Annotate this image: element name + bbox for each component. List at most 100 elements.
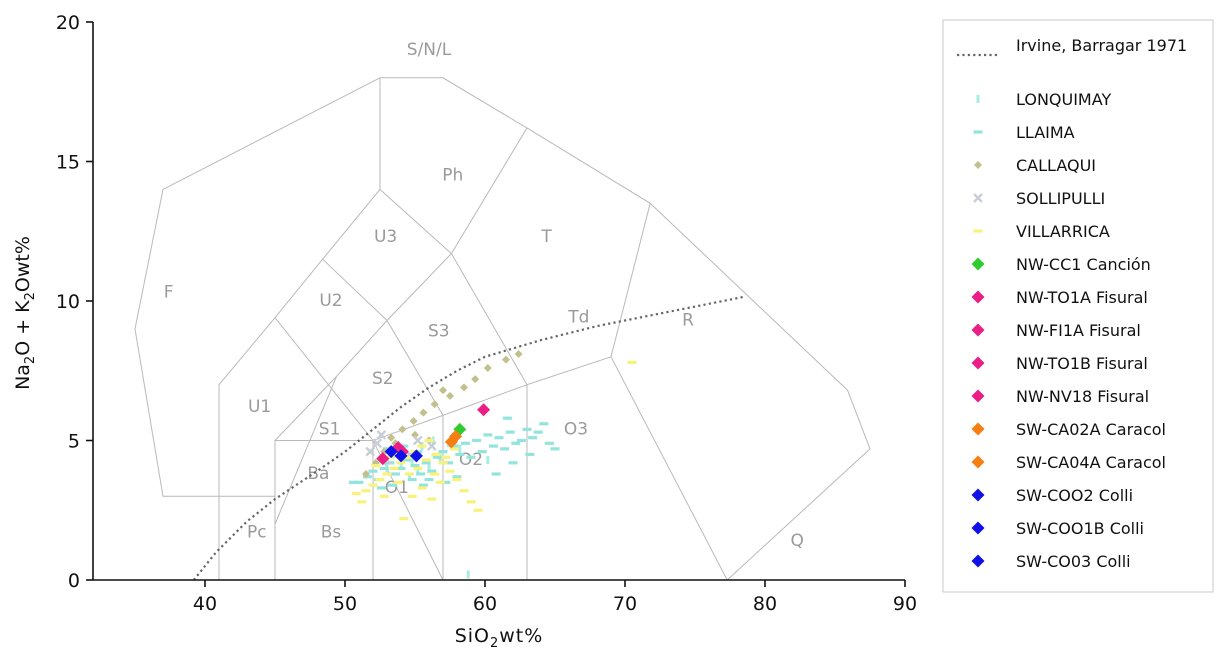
field-label-bs: Bs: [321, 523, 342, 543]
point-villarrica-18: [417, 486, 427, 490]
point-callaqui-3: [387, 433, 396, 442]
series-sw-coo2-colli: [384, 445, 398, 459]
point-llaima-13: [427, 469, 437, 473]
point-llaima-39: [491, 472, 501, 476]
point-villarrica-2: [375, 477, 385, 482]
point-llaima-49: [502, 416, 512, 420]
point-llaima-4: [379, 466, 389, 470]
field-label-s2: S2: [372, 369, 394, 389]
point-callaqui-4: [398, 425, 407, 434]
point-llaima-33: [539, 422, 549, 426]
point-llaima-11: [416, 472, 426, 476]
x-tick-label-60: 60: [473, 593, 497, 615]
point-llaima-12: [421, 461, 431, 465]
legend-label-sw-co03-colli: SW-CO03 Colli: [1016, 552, 1131, 571]
legend-swatch-sw-co03-colli: [971, 554, 985, 568]
field-labels: S/N/L Ph T U3 U2 F S3 Td R S2 U1 S1 O3 O2 Ba O1 Pc Bs Q: [164, 40, 804, 551]
point-callaqui-13: [514, 350, 523, 359]
field-label-s1: S1: [319, 419, 341, 439]
field-label-u2: U2: [319, 291, 342, 311]
point-villarrica-32: [430, 472, 440, 476]
x-tick-label-40: 40: [193, 593, 217, 615]
legend: Irvine, Barragar 1971 LONQUIMAY LLAIMA CALL…: [942, 19, 1214, 593]
point-villarrica-24: [399, 517, 409, 521]
series-sw-ca04a-caracol: [449, 429, 463, 443]
point-llaima-43: [508, 461, 518, 465]
field-boundary-7: [274, 375, 337, 441]
legend-swatch-nw-cc1-canci-n: [971, 257, 985, 271]
point-llaima-22: [477, 450, 487, 454]
field-label-o3: O3: [564, 419, 588, 439]
point-llaima-29: [516, 438, 526, 443]
field-boundary-10: [450, 253, 528, 385]
point-llaima-34: [544, 441, 554, 445]
field-label-u1: U1: [248, 397, 271, 417]
x-axis-title-part-1: 2: [490, 636, 499, 651]
point-villarrica-29: [371, 464, 381, 468]
x-tick-label-80: 80: [753, 593, 777, 615]
point-llaima-38: [348, 480, 358, 484]
point-callaqui-6: [419, 408, 428, 417]
field-boundary-1: [274, 356, 728, 581]
field-label-q: Q: [791, 531, 804, 551]
point-sollipulli-1: [372, 438, 383, 449]
point-villarrica-14: [459, 489, 469, 493]
legend-swatch-nw-nv18-fisural: [971, 389, 985, 403]
point-lonquimay-5: [416, 467, 420, 476]
data-points: [348, 350, 637, 579]
point-villarrica-9: [424, 438, 434, 443]
legend-label-nw-to1b-fisural: NW-TO1B Fisural: [1016, 354, 1148, 373]
legend-swatch-nw-to1a-fisural: [971, 290, 985, 304]
point-lonquimay-10: [458, 444, 462, 453]
point-villarrica-33: [441, 455, 451, 459]
point-llaima-41: [441, 480, 451, 484]
field-label-r: R: [682, 311, 694, 331]
point-sollipulli-5: [412, 435, 423, 446]
point-llaima-30: [522, 427, 532, 431]
point-llaima-46: [399, 444, 409, 448]
field-label-td: Td: [567, 308, 589, 328]
legend-label-sw-coo1b-colli: SW-COO1B Colli: [1016, 519, 1144, 538]
point-lonquimay-4: [427, 461, 431, 470]
point-villarrica-8: [417, 444, 427, 448]
field-label-f: F: [164, 283, 174, 303]
point-llaima-9: [407, 477, 417, 482]
point-llaima-25: [494, 436, 504, 440]
alkaline-subalkaline-line: [192, 295, 745, 581]
point-villarrica-16: [473, 508, 483, 512]
y-axis-title-part-0: Na: [12, 364, 34, 390]
y-tick-label-5: 5: [68, 431, 80, 453]
point-callaqui-14: [439, 386, 447, 395]
point-villarrica-4: [389, 466, 399, 470]
legend-swatch-llaima: [973, 130, 983, 134]
series-nw-to1a-fisural: [477, 403, 491, 417]
legend-label-sw-ca04a-caracol: SW-CA04A Caracol: [1016, 453, 1166, 472]
point-villarrica-34: [627, 360, 637, 364]
legend-label-callaqui: CALLAQUI: [1016, 156, 1096, 175]
point-callaqui-9: [460, 383, 468, 392]
legend-label-sw-coo2-colli: SW-COO2 Colli: [1016, 486, 1133, 505]
legend-label-nw-to1a-fisural: NW-TO1A Fisural: [1016, 288, 1148, 307]
point-llaima-16: [444, 461, 454, 465]
x-tick-label-50: 50: [333, 593, 357, 615]
legend-swatch-nw-to1b-fisural: [971, 356, 985, 370]
legend-swatch-villarrica: [973, 229, 983, 233]
y-axis-title: Na2O + K2Owt%: [12, 236, 38, 390]
point-llaima-23: [483, 433, 493, 437]
point-lonquimay-12: [407, 472, 411, 481]
point-llaima-15: [438, 450, 448, 454]
point-villarrica-19: [407, 494, 417, 498]
point-sw-co03-colli-0: [409, 449, 423, 463]
point-villarrica-12: [445, 469, 455, 473]
point-callaqui-12: [502, 355, 510, 364]
field-label-t: T: [540, 227, 552, 247]
point-llaima-19: [460, 441, 470, 445]
point-llaima-31: [528, 436, 538, 440]
point-villarrica-6: [403, 455, 413, 459]
series-llaima: [348, 416, 560, 490]
legend-label-llaima: LLAIMA: [1016, 123, 1075, 142]
point-llaima-2: [368, 469, 378, 473]
point-callaqui-0: [362, 469, 370, 478]
point-llaima-40: [452, 475, 462, 479]
